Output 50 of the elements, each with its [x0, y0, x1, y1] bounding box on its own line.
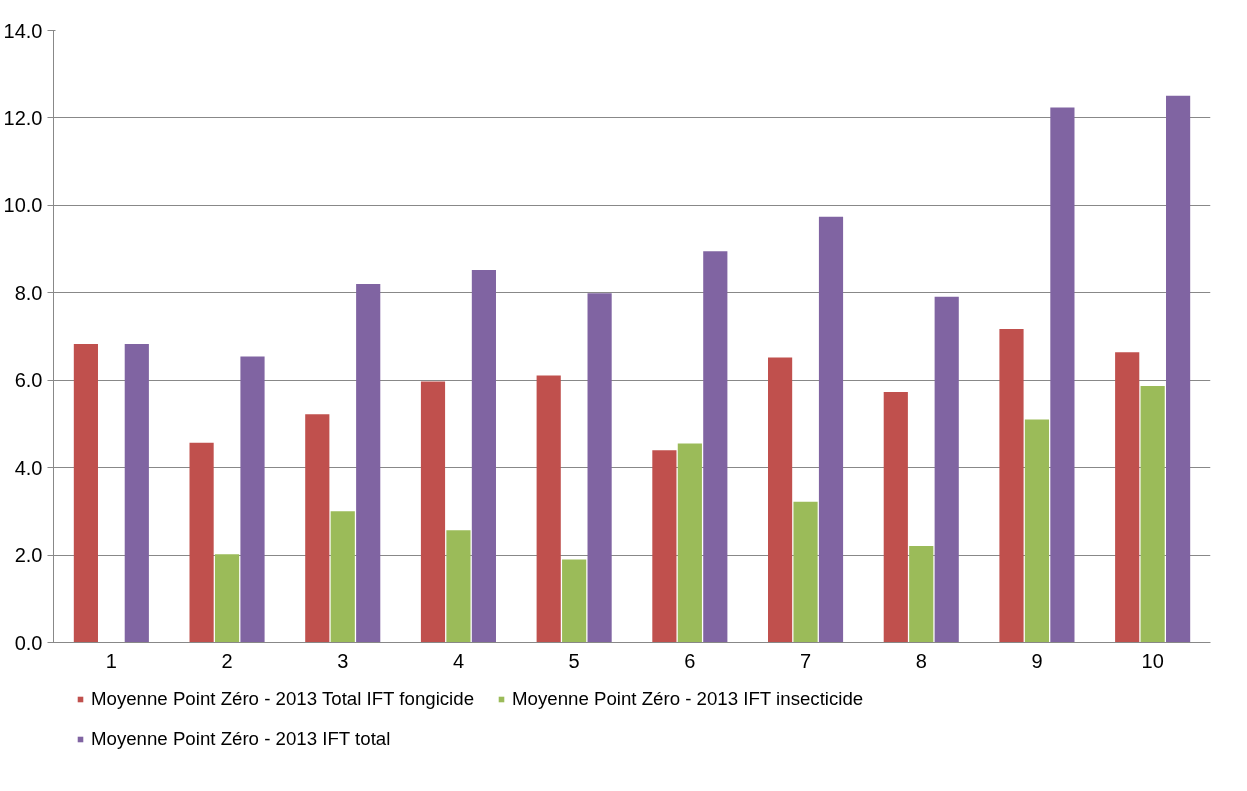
y-tick-label: 12.0 [3, 106, 43, 129]
y-tick-label: 14.0 [3, 19, 43, 42]
x-tick-label: 7 [799, 649, 812, 672]
x-tick-label: 3 [337, 649, 349, 672]
bar [652, 450, 677, 643]
x-tick-label: 2 [221, 649, 233, 672]
x-tick-label: 10 [1141, 649, 1164, 672]
bar [305, 414, 330, 643]
bar [124, 343, 149, 643]
bar [471, 270, 496, 643]
bar [330, 511, 355, 643]
bar [587, 293, 612, 643]
y-tick-label: 2.0 [14, 544, 43, 567]
bar [1115, 352, 1140, 643]
bar [909, 545, 934, 643]
x-tick-label: 9 [1031, 649, 1043, 672]
bar [883, 392, 908, 643]
legend-label: Moyenne Point Zéro - 2013 IFT total [91, 728, 391, 750]
bar [1024, 419, 1050, 643]
y-tick-label: 0.0 [14, 631, 43, 654]
bar [677, 443, 702, 643]
x-tick-label: 1 [105, 649, 117, 672]
bar [703, 251, 728, 643]
bar [1166, 95, 1191, 643]
x-tick-label: 4 [452, 649, 465, 672]
legend-label: Moyenne Point Zéro - 2013 Total IFT fongicide [91, 688, 475, 710]
legend-label: Moyenne Point Zéro - 2013 IFT insecticide [512, 688, 864, 710]
bar [189, 442, 214, 643]
x-tick-label: 8 [915, 649, 927, 672]
bar [768, 357, 793, 643]
y-tick-label: 6.0 [14, 369, 43, 392]
bar [793, 501, 818, 643]
bar [1050, 107, 1075, 643]
bar [420, 381, 446, 643]
bar [934, 296, 959, 643]
bar [446, 530, 471, 643]
x-tick-label: 6 [684, 649, 696, 672]
bar [999, 329, 1024, 643]
bar [536, 375, 561, 643]
bar [562, 559, 587, 643]
y-tick-label: 10.0 [3, 194, 43, 217]
x-tick-label: 5 [568, 649, 580, 672]
bar [1140, 385, 1165, 643]
y-tick-label: 8.0 [14, 281, 43, 304]
bar [214, 554, 240, 643]
bar [240, 356, 265, 643]
bar [356, 284, 381, 643]
y-tick-label: 4.0 [14, 456, 43, 479]
bar [73, 343, 98, 643]
bar [818, 216, 844, 643]
